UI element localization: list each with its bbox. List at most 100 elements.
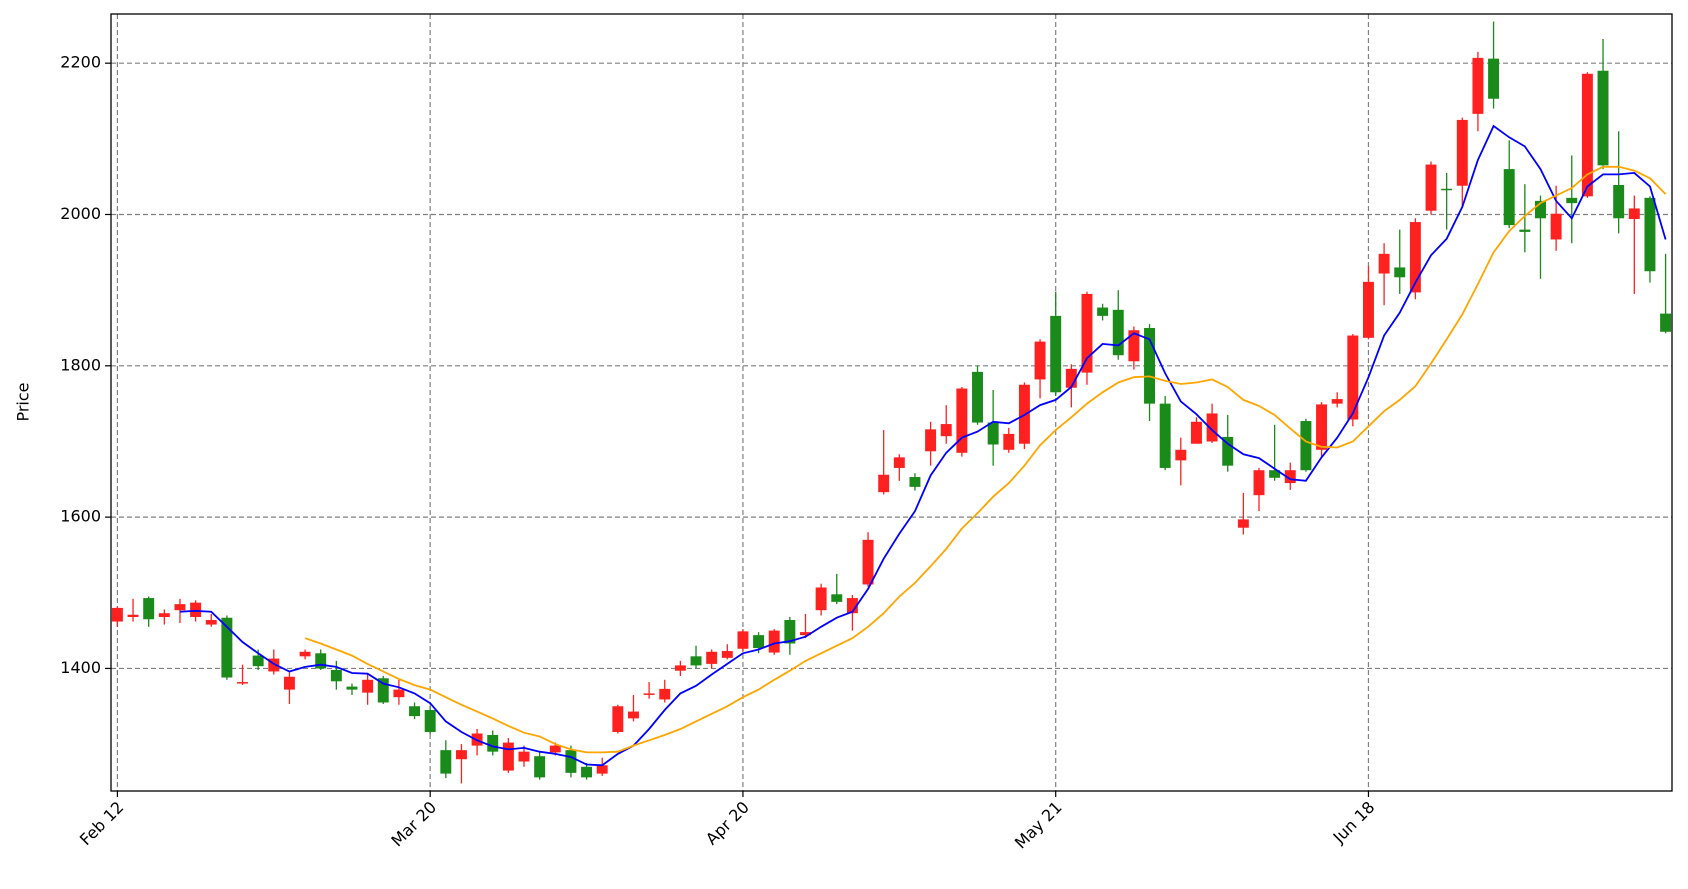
candle-body <box>1660 313 1672 332</box>
candle-body <box>627 711 639 719</box>
x-tick-label: Mar 20 <box>387 798 440 851</box>
candle-body <box>174 604 186 611</box>
candle-body <box>252 655 264 667</box>
candle-body <box>1112 309 1124 356</box>
candle-body <box>377 678 389 703</box>
candle-body <box>1284 470 1296 484</box>
candle-body <box>1644 197 1656 272</box>
y-axis-label: Price <box>14 382 33 421</box>
candle-body <box>330 669 342 682</box>
candle-body <box>283 676 295 690</box>
candle-body <box>237 682 248 684</box>
candle-body <box>846 598 858 614</box>
candle-body <box>190 602 202 617</box>
candle-body <box>1081 293 1093 373</box>
candle-body <box>1144 327 1156 404</box>
candle-body <box>1550 213 1562 240</box>
candle-body <box>315 653 327 669</box>
candle-body <box>487 735 499 752</box>
candle-body <box>674 665 686 671</box>
candle-body <box>862 539 874 585</box>
candle-body <box>1488 58 1500 99</box>
candle-body <box>440 750 452 774</box>
candle-body <box>768 630 780 653</box>
candle-body <box>1425 164 1437 211</box>
candle-body <box>1597 70 1609 166</box>
plot-frame <box>110 13 1673 792</box>
candle-body <box>1300 421 1312 471</box>
candle-body <box>1581 73 1593 197</box>
candle-body <box>1222 436 1234 466</box>
y-tick-label: 2000 <box>60 204 101 223</box>
candle-body <box>1065 368 1077 388</box>
candle-body <box>424 710 436 732</box>
candle-body <box>127 614 139 617</box>
candle-body <box>972 371 983 423</box>
candle-body <box>690 656 702 666</box>
candle-body <box>1128 330 1140 362</box>
candle-body <box>753 635 765 649</box>
candle-body <box>784 620 796 644</box>
candle-body <box>1316 404 1328 450</box>
candle-body <box>1269 470 1281 478</box>
candle-body <box>1441 188 1453 191</box>
x-tick-label: May 21 <box>1011 798 1066 853</box>
candle-body <box>1566 197 1578 204</box>
candle-body <box>111 607 123 622</box>
candle-body <box>1050 315 1062 393</box>
candle-body <box>1190 421 1202 444</box>
candle-body <box>455 750 467 760</box>
y-tick-label: 2200 <box>60 53 101 72</box>
candle-body <box>737 631 749 649</box>
y-tick-label: 1800 <box>60 355 101 374</box>
candle-body <box>362 679 374 693</box>
candle-body <box>956 388 968 453</box>
candle-body <box>409 706 421 717</box>
candle-body <box>831 594 843 602</box>
candle-body <box>1237 519 1249 528</box>
candle-body <box>1535 200 1546 219</box>
candle-body <box>878 474 890 493</box>
candle-body <box>1159 403 1171 468</box>
candle-body <box>346 686 358 690</box>
candle-body <box>549 745 561 753</box>
candle-body <box>800 632 811 636</box>
candle-body <box>925 429 937 452</box>
candle-body <box>534 756 546 778</box>
candle-body <box>987 422 999 445</box>
y-tick-label: 1400 <box>60 658 101 677</box>
candle-body <box>721 651 733 658</box>
candle-body <box>158 613 170 617</box>
candle-body <box>143 598 155 620</box>
candle-body <box>706 651 718 664</box>
candle-body <box>581 766 593 778</box>
candle-body <box>1472 57 1484 114</box>
candle-body <box>612 706 624 732</box>
candle-body <box>502 742 514 771</box>
candle-body <box>565 750 577 773</box>
candle-body <box>1362 281 1374 338</box>
candle-body <box>940 424 952 437</box>
candle-body <box>1378 253 1390 274</box>
candle-body <box>1003 433 1015 450</box>
candle-body <box>893 457 905 468</box>
candle-body <box>1253 470 1265 496</box>
candle-body <box>1347 335 1359 420</box>
candle-body <box>1613 184 1625 219</box>
x-tick-label: Feb 12 <box>76 798 127 849</box>
candle-body <box>909 477 921 487</box>
candle-body <box>1175 449 1187 461</box>
candle-body <box>1394 267 1406 278</box>
candle-body <box>268 658 280 672</box>
candle-body <box>205 620 217 625</box>
candle-body <box>299 651 311 657</box>
candle-body <box>221 617 233 678</box>
candle-body <box>1409 222 1421 293</box>
candle-body <box>596 765 608 774</box>
candle-body <box>643 693 655 695</box>
candle-body <box>393 689 405 698</box>
ma-line <box>179 124 1667 767</box>
ma-line <box>304 165 1667 754</box>
x-tick-label: Apr 20 <box>702 798 753 849</box>
